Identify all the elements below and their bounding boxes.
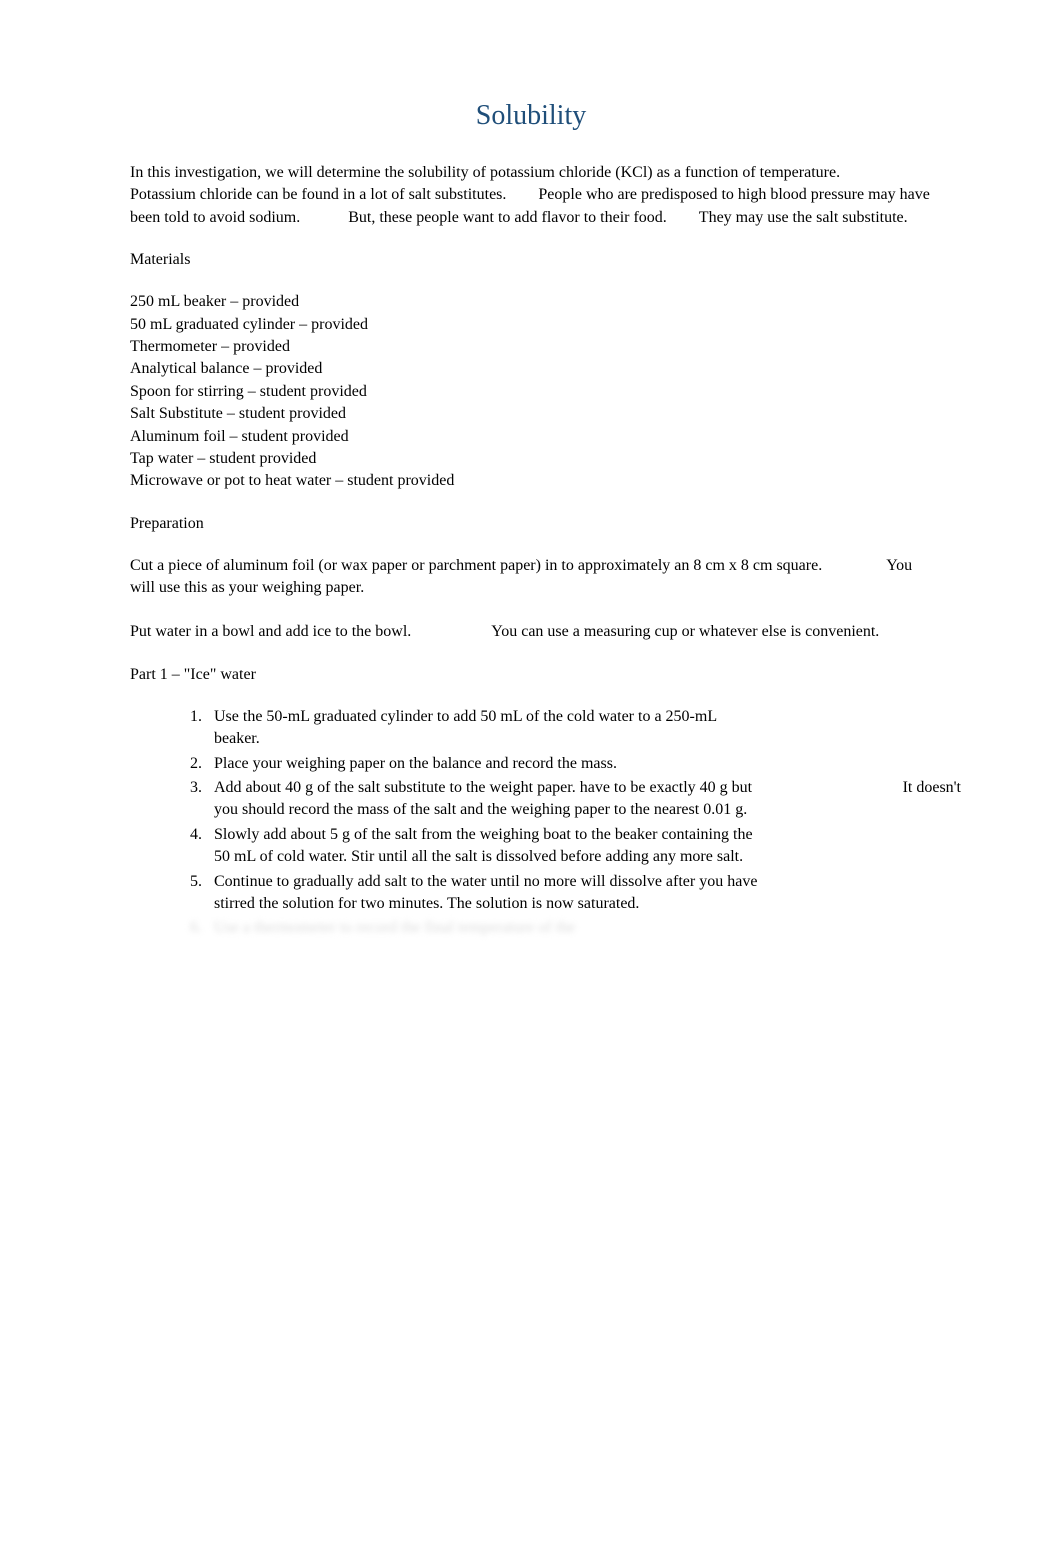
material-item: 250 mL beaker – provided (130, 291, 932, 313)
procedure-step: Slowly add about 5 g of the salt from th… (206, 824, 766, 869)
material-item: Salt Substitute – student provided (130, 403, 932, 425)
material-item: Spoon for stirring – student provided (130, 381, 932, 403)
procedure-step: Add about 40 g of the salt substitute to… (206, 777, 766, 822)
document-title: Solubility (130, 100, 932, 132)
procedure-list: Use the 50-mL graduated cylinder to add … (130, 706, 932, 940)
material-item: Analytical balance – provided (130, 358, 932, 380)
preparation-paragraph-2: Put water in a bowl and add ice to the b… (130, 621, 932, 643)
material-item: 50 mL graduated cylinder – provided (130, 314, 932, 336)
procedure-step: Continue to gradually add salt to the wa… (206, 871, 766, 916)
step-text: Add about 40 g of the salt substitute to… (214, 779, 576, 796)
procedure-step-blurred: Use a thermometer to record the final te… (206, 917, 766, 939)
procedure-step: Place your weighing paper on the balance… (206, 753, 766, 775)
material-item: Aluminum foil – student provided (130, 426, 932, 448)
step-3-trailing: It doesn't (903, 777, 961, 799)
material-item: Thermometer – provided (130, 336, 932, 358)
materials-list: 250 mL beaker – provided 50 mL graduated… (130, 291, 932, 493)
part-1-heading: Part 1 – "Ice" water (130, 666, 932, 684)
preparation-heading: Preparation (130, 515, 932, 533)
materials-heading: Materials (130, 251, 932, 269)
material-item: Tap water – student provided (130, 448, 932, 470)
intro-paragraph: In this investigation, we will determine… (130, 162, 932, 229)
material-item: Microwave or pot to heat water – student… (130, 470, 932, 492)
preparation-paragraph-1: Cut a piece of aluminum foil (or wax pap… (130, 555, 932, 600)
procedure-step: Use the 50-mL graduated cylinder to add … (206, 706, 766, 751)
